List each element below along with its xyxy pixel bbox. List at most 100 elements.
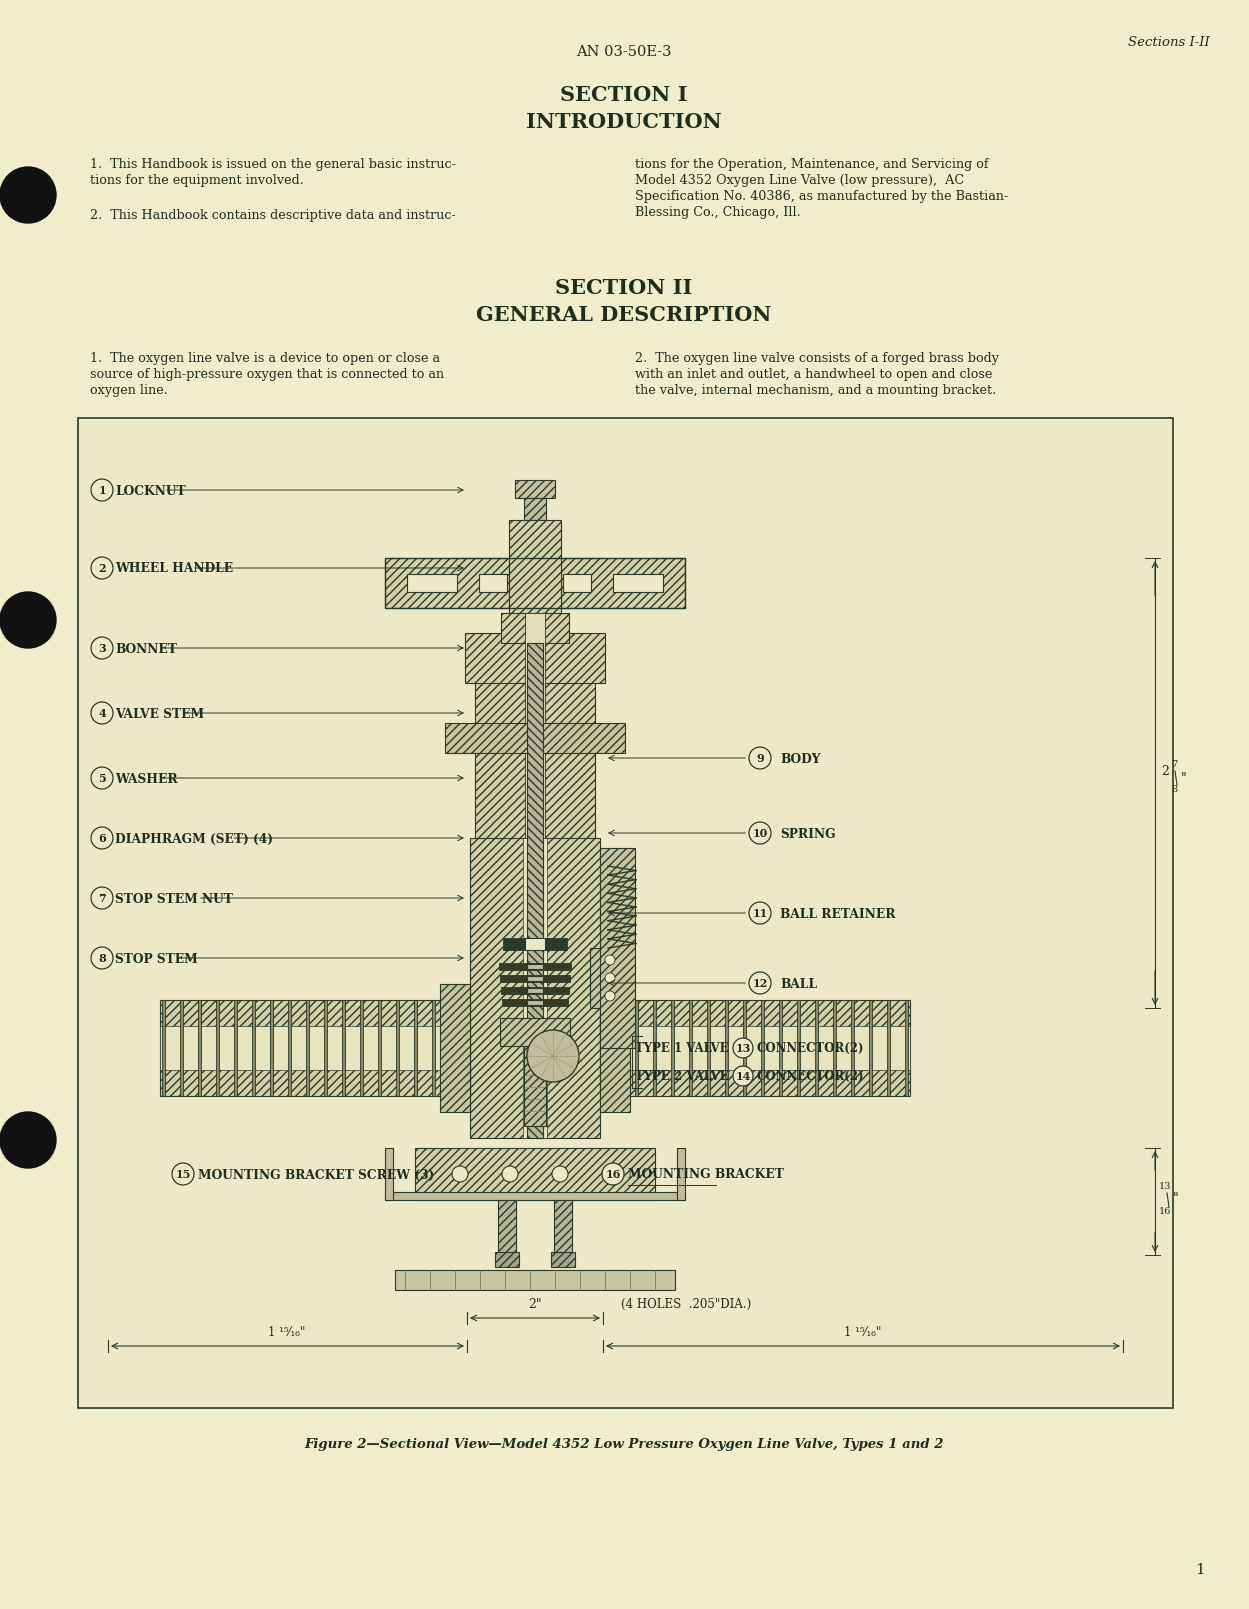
Circle shape xyxy=(91,637,112,660)
Bar xyxy=(527,988,543,993)
Bar xyxy=(527,644,543,1138)
Bar xyxy=(501,613,570,644)
Bar xyxy=(527,977,543,981)
Text: SECTION I: SECTION I xyxy=(561,85,688,105)
Bar xyxy=(600,1001,911,1096)
Text: oxygen line.: oxygen line. xyxy=(90,385,167,397)
Circle shape xyxy=(91,557,112,579)
Text: BALL RETAINER: BALL RETAINER xyxy=(779,907,896,920)
Bar xyxy=(677,1147,684,1200)
Bar xyxy=(797,1001,801,1096)
Bar xyxy=(816,1001,818,1096)
Bar xyxy=(500,975,570,981)
Text: LOCKNUT: LOCKNUT xyxy=(115,484,186,497)
Text: 15: 15 xyxy=(175,1168,191,1179)
Bar xyxy=(515,479,555,499)
Circle shape xyxy=(172,1163,194,1184)
Circle shape xyxy=(605,991,615,1001)
Text: MOUNTING BRACKET: MOUNTING BRACKET xyxy=(628,1168,784,1181)
Text: SECTION II: SECTION II xyxy=(556,278,693,298)
Circle shape xyxy=(0,1112,56,1168)
Bar xyxy=(555,1200,572,1255)
Bar xyxy=(413,1001,417,1096)
Bar xyxy=(779,1001,782,1096)
Bar xyxy=(465,632,605,682)
Text: 4: 4 xyxy=(99,708,106,719)
Text: DIAPHRAGM (SET) (4): DIAPHRAGM (SET) (4) xyxy=(115,832,274,845)
Bar xyxy=(503,938,567,949)
Bar xyxy=(289,1001,291,1096)
Bar xyxy=(906,1001,908,1096)
Bar xyxy=(342,1001,345,1096)
Bar xyxy=(523,838,547,1138)
Bar xyxy=(689,1001,692,1096)
Bar xyxy=(502,999,568,1006)
Text: Model 4352 Oxygen Line Valve (low pressure),  AC: Model 4352 Oxygen Line Valve (low pressu… xyxy=(634,174,964,187)
Text: ": " xyxy=(1182,771,1187,785)
Circle shape xyxy=(749,972,771,994)
Text: 8: 8 xyxy=(1172,785,1177,793)
Bar xyxy=(510,520,561,618)
Text: GENERAL DESCRIPTION: GENERAL DESCRIPTION xyxy=(476,306,772,325)
Circle shape xyxy=(749,747,771,769)
Circle shape xyxy=(91,887,112,909)
Bar xyxy=(270,1001,274,1096)
Bar xyxy=(160,1027,470,1070)
Circle shape xyxy=(91,479,112,500)
Text: (4 HOLES  .205"DIA.): (4 HOLES .205"DIA.) xyxy=(621,1298,751,1311)
Text: with an inlet and outlet, a handwheel to open and close: with an inlet and outlet, a handwheel to… xyxy=(634,368,993,381)
Circle shape xyxy=(605,956,615,965)
Bar xyxy=(475,673,595,848)
Bar xyxy=(385,1192,684,1200)
Text: BODY: BODY xyxy=(779,753,821,766)
Circle shape xyxy=(749,903,771,924)
Bar xyxy=(306,1001,309,1096)
Circle shape xyxy=(602,1167,618,1183)
Text: tions for the Operation, Maintenance, and Servicing of: tions for the Operation, Maintenance, an… xyxy=(634,158,989,171)
Bar xyxy=(385,558,510,608)
Text: BALL: BALL xyxy=(779,978,817,991)
Bar xyxy=(869,1001,872,1096)
Bar xyxy=(600,848,634,1047)
Bar xyxy=(415,1147,654,1200)
Circle shape xyxy=(749,822,771,845)
Bar xyxy=(162,1001,165,1096)
Text: 1: 1 xyxy=(99,484,106,496)
Bar xyxy=(360,1001,363,1096)
Bar xyxy=(851,1001,854,1096)
Bar xyxy=(887,1001,891,1096)
Circle shape xyxy=(91,702,112,724)
Bar xyxy=(432,1001,435,1096)
Bar xyxy=(527,1001,543,1006)
Text: INTRODUCTION: INTRODUCTION xyxy=(526,113,722,132)
Text: 16: 16 xyxy=(1159,1207,1172,1216)
Bar xyxy=(761,1001,764,1096)
Bar xyxy=(77,418,1173,1408)
Circle shape xyxy=(552,1167,568,1183)
Text: 2": 2" xyxy=(528,1298,542,1311)
Text: MOUNTING BRACKET SCREW (3): MOUNTING BRACKET SCREW (3) xyxy=(199,1168,435,1181)
Bar xyxy=(563,574,591,592)
Bar xyxy=(634,1001,638,1096)
Bar xyxy=(378,1001,381,1096)
Circle shape xyxy=(91,827,112,850)
Text: 1: 1 xyxy=(1195,1562,1205,1577)
Bar xyxy=(252,1001,255,1096)
Bar xyxy=(501,986,570,994)
Text: STOP STEM: STOP STEM xyxy=(115,953,197,965)
Bar xyxy=(180,1001,184,1096)
Text: 13: 13 xyxy=(1159,1183,1172,1191)
Text: Blessing Co., Chicago, Ill.: Blessing Co., Chicago, Ill. xyxy=(634,206,801,219)
Circle shape xyxy=(527,1030,580,1081)
Circle shape xyxy=(0,167,56,224)
Text: CONNECTOR(2): CONNECTOR(2) xyxy=(757,1070,864,1083)
Text: 3: 3 xyxy=(99,642,106,653)
Text: TYPE 1 VALVE: TYPE 1 VALVE xyxy=(634,1041,728,1054)
Bar xyxy=(160,1001,470,1096)
Bar xyxy=(600,985,629,1112)
Bar xyxy=(613,574,663,592)
Bar xyxy=(743,1001,746,1096)
Text: the valve, internal mechanism, and a mounting bracket.: the valve, internal mechanism, and a mou… xyxy=(634,385,997,397)
Circle shape xyxy=(502,1167,518,1183)
Bar xyxy=(385,558,684,608)
